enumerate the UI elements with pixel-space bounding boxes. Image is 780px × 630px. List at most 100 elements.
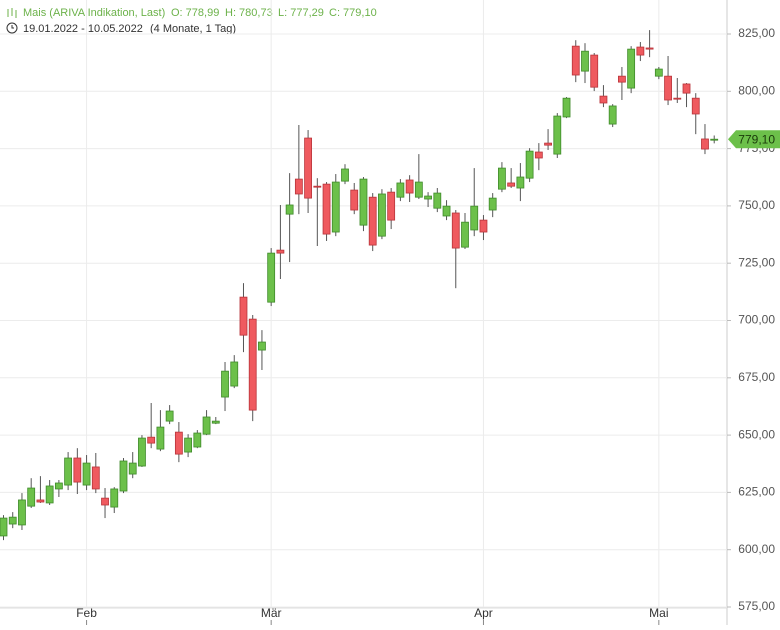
candle-body xyxy=(664,75,672,101)
candle-body xyxy=(525,150,534,179)
y-tick-label: 600,00 xyxy=(738,542,775,556)
candle-body xyxy=(682,83,691,94)
candle-body xyxy=(479,219,488,233)
candle-body xyxy=(350,189,359,211)
candle-body xyxy=(470,205,479,231)
candle-body xyxy=(73,457,82,483)
candle-body xyxy=(267,252,276,303)
candle-body xyxy=(313,185,322,188)
instrument-name: Mais (ARIVA Indikation, Last) xyxy=(23,7,165,19)
close-info: C: 779,10 xyxy=(329,7,377,19)
candle-body xyxy=(36,499,45,503)
candle-body xyxy=(544,142,552,146)
candle-body xyxy=(553,115,562,155)
candle-body xyxy=(91,466,100,490)
candle-body xyxy=(119,460,128,492)
candle-body xyxy=(378,193,386,237)
candle-body xyxy=(156,426,165,450)
candle-body xyxy=(571,45,580,76)
date-span: (4 Monate, 1 Tag) xyxy=(150,23,236,35)
x-tick-label: Mär xyxy=(261,606,282,620)
candle-body xyxy=(396,182,405,198)
y-tick-label: 575,00 xyxy=(738,599,775,613)
candle-body xyxy=(636,46,645,56)
low-info: L: 777,29 xyxy=(278,7,324,19)
candle-body xyxy=(488,197,497,211)
candle-body xyxy=(258,341,266,351)
y-tick-label: 750,00 xyxy=(738,198,775,212)
candle-body xyxy=(654,68,663,77)
y-tick-label: 825,00 xyxy=(738,26,775,40)
candle-body xyxy=(359,178,368,226)
candle-body xyxy=(645,47,654,50)
candle-body xyxy=(0,517,8,537)
candle-body xyxy=(147,436,156,444)
header-icon xyxy=(7,8,17,18)
clock-icon xyxy=(6,22,18,34)
open-info: O: 778,99 xyxy=(171,7,219,19)
candle-body xyxy=(193,432,202,448)
candle-body xyxy=(294,178,303,195)
candle-body xyxy=(442,205,451,217)
x-tick-label: Feb xyxy=(76,606,97,620)
candle-body xyxy=(608,105,617,125)
candle-body xyxy=(45,485,54,504)
candle-body xyxy=(202,416,211,435)
candle-body xyxy=(110,488,119,508)
y-tick-label: 700,00 xyxy=(738,313,775,327)
candle-body xyxy=(599,95,608,104)
candle-body xyxy=(101,497,109,506)
candle-body xyxy=(211,420,220,424)
candle-body xyxy=(368,196,377,246)
candle-body xyxy=(18,499,26,526)
candle-body xyxy=(221,370,229,398)
candle-body xyxy=(387,191,396,221)
candle-body xyxy=(433,192,442,209)
candle-body xyxy=(239,296,248,336)
candle-body xyxy=(304,137,312,199)
date-range: 19.01.2022 - 10.05.2022 xyxy=(23,23,143,35)
candle-body xyxy=(276,249,285,254)
candle-body xyxy=(590,54,599,88)
candle-body xyxy=(322,183,331,235)
candle-body xyxy=(82,462,91,486)
candle-body xyxy=(138,437,146,467)
candle-body xyxy=(405,179,414,194)
candle-body xyxy=(54,482,63,490)
candle-body xyxy=(424,195,432,200)
candle-body xyxy=(461,221,469,248)
candle-body xyxy=(516,176,525,189)
y-tick-label: 625,00 xyxy=(738,485,775,499)
candle-body xyxy=(27,487,36,507)
y-tick-label: 675,00 xyxy=(738,370,775,384)
candle-body xyxy=(562,97,571,118)
candle-body xyxy=(285,204,294,215)
candle-body xyxy=(451,212,460,249)
candle-body xyxy=(341,168,349,182)
candle-body xyxy=(165,410,174,422)
x-tick-label: Apr xyxy=(474,606,493,620)
candle-body xyxy=(673,97,682,100)
candle-body xyxy=(248,318,257,411)
candle-body xyxy=(184,437,193,453)
candle-body xyxy=(627,48,636,89)
last-price-label: 779,10 xyxy=(738,132,775,146)
candle-body xyxy=(230,361,239,387)
candle-body xyxy=(8,516,17,525)
high-info: H: 780,73 xyxy=(225,7,273,19)
x-tick-label: Mai xyxy=(649,606,668,620)
candle-body xyxy=(691,97,700,115)
y-tick-label: 650,00 xyxy=(738,427,775,441)
candle-body xyxy=(618,75,626,83)
candle-body xyxy=(534,151,543,159)
candle-body xyxy=(581,50,589,72)
candle-body xyxy=(414,181,423,198)
candle-body xyxy=(498,167,506,190)
price-marker xyxy=(728,130,780,149)
candle-body xyxy=(128,462,137,475)
y-tick-label: 725,00 xyxy=(738,255,775,269)
candle-body xyxy=(507,182,516,187)
candle-body xyxy=(701,138,709,150)
